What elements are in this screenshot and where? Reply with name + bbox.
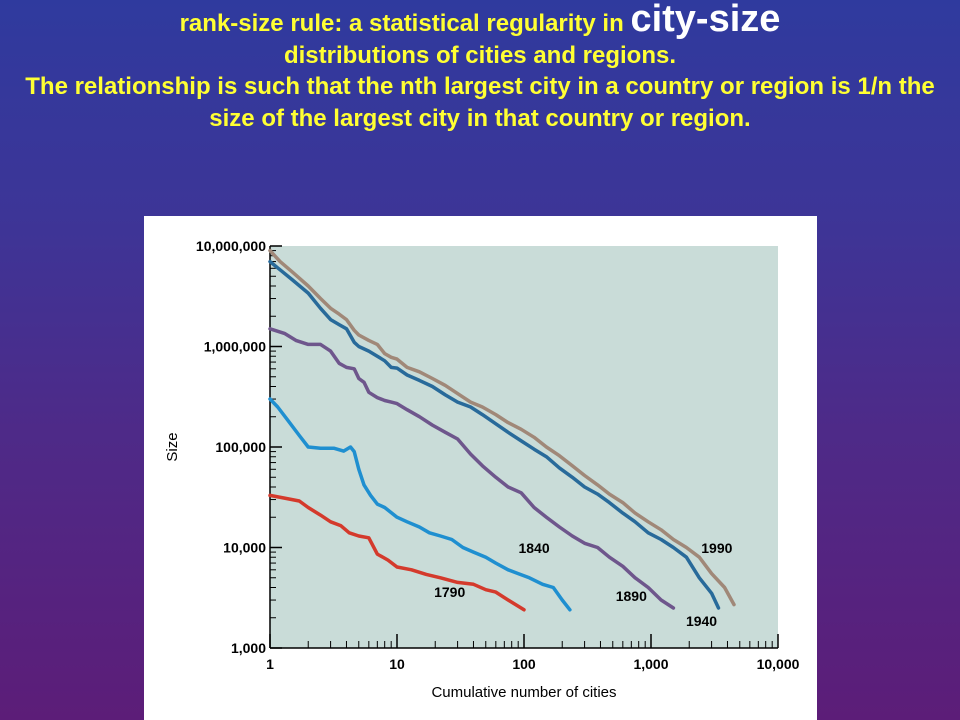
rank-size-chart: 1,000 10,000 100,000 1,000,000 10,000,000 1 10… xyxy=(164,238,800,701)
heading-definition: The relationship is such that the nth la… xyxy=(25,73,935,132)
series-label-1890: 1890 xyxy=(616,588,647,604)
series-label-1940: 1940 xyxy=(686,613,717,629)
x-tick-label: 10,000 xyxy=(757,656,800,672)
series-label-1990: 1990 xyxy=(701,540,732,556)
axes: 1,000 10,000 100,000 1,000,000 10,000,000 1 10… xyxy=(196,238,800,672)
y-tick-label: 1,000,000 xyxy=(204,339,266,355)
y-axis-title: Size xyxy=(164,432,181,461)
heading-part-1: rank-size rule: a statistical regularity… xyxy=(179,10,631,37)
series-labels: 1790 1840 1890 1940 1990 xyxy=(434,540,733,629)
y-tick-label: 10,000,000 xyxy=(196,238,266,254)
x-tick-label: 1 xyxy=(266,656,274,672)
y-tick-label: 10,000 xyxy=(223,540,266,556)
x-axis-title: Cumulative number of cities xyxy=(431,684,616,701)
page-heading: rank-size rule: a statistical regularity… xyxy=(20,0,940,134)
x-tick-label: 100 xyxy=(512,656,536,672)
heading-line-2: distributions of cities and regions. xyxy=(283,41,677,69)
y-tick-label: 100,000 xyxy=(215,439,266,455)
heading-emphasis: city-size xyxy=(630,0,781,40)
series-layer xyxy=(268,248,736,612)
series-line-1840 xyxy=(268,397,572,612)
plot-background xyxy=(270,246,778,648)
series-line-1940 xyxy=(268,259,721,610)
series-line-1990 xyxy=(268,248,736,607)
series-line-1890 xyxy=(268,327,676,610)
series-label-1840: 1840 xyxy=(518,540,549,556)
x-tick-label: 1,000 xyxy=(633,656,668,672)
series-line-1790 xyxy=(268,493,526,612)
y-tick-label: 1,000 xyxy=(231,640,266,656)
heading-line-1: rank-size rule: a statistical regularity… xyxy=(20,0,940,40)
chart-panel: 1,000 10,000 100,000 1,000,000 10,000,000 1 10… xyxy=(144,216,817,720)
series-label-1790: 1790 xyxy=(434,584,465,600)
x-tick-label: 10 xyxy=(389,656,405,672)
